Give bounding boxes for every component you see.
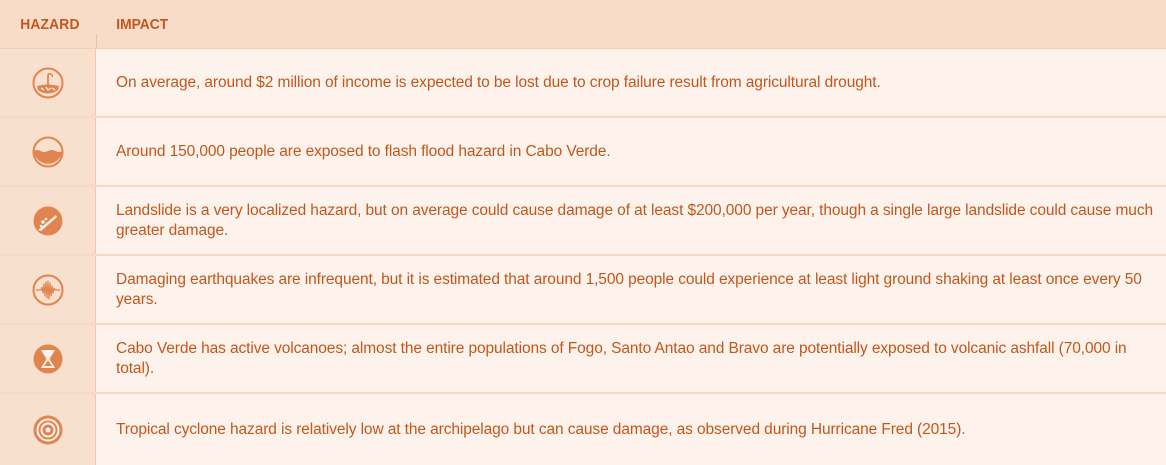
table-row: On average, around $2 million of income … bbox=[0, 49, 1166, 118]
table-row: Cabo Verde has active volcanoes; almost … bbox=[0, 325, 1166, 394]
hazard-icon-cell bbox=[0, 256, 96, 323]
table-row: Around 150,000 people are exposed to fla… bbox=[0, 118, 1166, 187]
impact-text: On average, around $2 million of income … bbox=[116, 73, 881, 91]
drought-icon bbox=[32, 67, 64, 99]
header-divider bbox=[96, 34, 97, 48]
impact-cell: On average, around $2 million of income … bbox=[96, 49, 1166, 116]
impact-text: Tropical cyclone hazard is relatively lo… bbox=[116, 420, 966, 438]
impact-cell: Damaging earthquakes are infrequent, but… bbox=[96, 256, 1166, 323]
volcano-icon bbox=[32, 343, 64, 375]
table-row: Landslide is a very localized hazard, bu… bbox=[0, 187, 1166, 256]
table-row: Tropical cyclone hazard is relatively lo… bbox=[0, 394, 1166, 465]
hazard-icon-cell bbox=[0, 394, 96, 465]
landslide-icon bbox=[32, 205, 64, 237]
impact-cell: Tropical cyclone hazard is relatively lo… bbox=[96, 394, 1166, 465]
impact-cell: Landslide is a very localized hazard, bu… bbox=[96, 187, 1166, 254]
impact-text: Cabo Verde has active volcanoes; almost … bbox=[116, 339, 1127, 377]
impact-cell: Around 150,000 people are exposed to fla… bbox=[96, 118, 1166, 185]
hazard-column-header: HAZARD bbox=[20, 15, 80, 33]
impact-text: Damaging earthquakes are infrequent, but… bbox=[116, 270, 1142, 308]
impact-text: Around 150,000 people are exposed to fla… bbox=[116, 142, 611, 160]
impact-text: Landslide is a very localized hazard, bu… bbox=[116, 201, 1154, 239]
cyclone-icon bbox=[32, 414, 64, 446]
hazard-icon-cell bbox=[0, 118, 96, 185]
table-header: HAZARD IMPACT bbox=[0, 0, 1166, 49]
impact-column-header: IMPACT bbox=[116, 15, 169, 33]
hazard-icon-cell bbox=[0, 325, 96, 392]
table-row: Damaging earthquakes are infrequent, but… bbox=[0, 256, 1166, 325]
earthquake-icon bbox=[32, 274, 64, 306]
flood-icon bbox=[32, 136, 64, 168]
impact-cell: Cabo Verde has active volcanoes; almost … bbox=[96, 325, 1166, 392]
hazard-icon-cell bbox=[0, 187, 96, 254]
hazard-icon-cell bbox=[0, 49, 96, 116]
